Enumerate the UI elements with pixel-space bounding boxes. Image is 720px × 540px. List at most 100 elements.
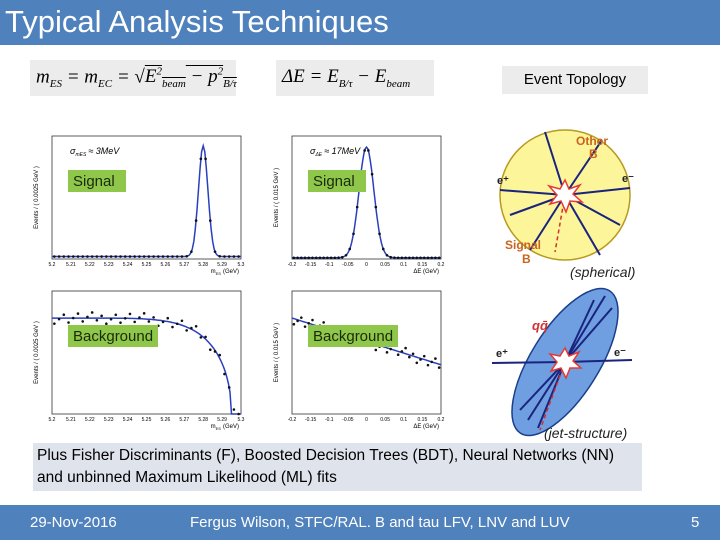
data-point: [223, 372, 226, 376]
data-point: [352, 232, 355, 236]
data-point: [370, 172, 374, 176]
data-point: [123, 316, 127, 320]
data-point: [171, 255, 174, 258]
data-point: [161, 255, 165, 258]
note: Plus Fisher Discriminants (F), Boosted D…: [33, 443, 642, 491]
x-tick-label: 0.2: [438, 262, 445, 268]
data-point: [237, 255, 240, 258]
data-point: [166, 316, 170, 320]
data-point: [415, 361, 419, 365]
plot: -0.2 -0.15 -0.1 -0.05 0 0.05 0.1 0.15 0.2ΔE (GeV…: [270, 285, 445, 430]
data-point: [204, 335, 207, 339]
plot-frame: [51, 135, 242, 260]
y-axis-label: Events / ( 0.015 GeV ): [274, 168, 280, 227]
data-point: [194, 219, 198, 222]
plot: 5.2 5.21 5.22 5.23 5.24 5.25 5.26 5.27 5.28 5.29 5…: [30, 130, 245, 276]
data-point: [232, 408, 236, 411]
data-point: [105, 322, 108, 325]
x-tick-label: 5.2: [49, 417, 56, 423]
f-part: E: [144, 66, 157, 88]
data-point: [311, 256, 314, 260]
caption: (jet-structure): [544, 425, 627, 441]
f-part: beam: [161, 78, 186, 91]
data-point: [142, 255, 146, 258]
f-part: − E: [352, 66, 387, 87]
plot-label: Background: [313, 328, 393, 345]
data-point: [76, 312, 80, 315]
x-tick-label: 5.24: [123, 262, 133, 268]
data-point: [237, 412, 240, 416]
data-point: [199, 336, 203, 339]
data-point: [53, 255, 56, 258]
f-part: EC: [98, 78, 113, 91]
label-box: [308, 325, 398, 347]
data-point: [434, 256, 437, 260]
data-point: [90, 255, 94, 258]
x-tick-label: 5.24: [123, 417, 133, 423]
data-point: [213, 350, 217, 353]
data-point: [378, 232, 381, 236]
plot-frame: [291, 290, 442, 415]
f-part: ΔE = E: [282, 66, 339, 87]
data-point: [157, 255, 160, 258]
data-point: [303, 256, 307, 260]
x-axis-label: ΔE (GeV): [413, 424, 439, 430]
data-point: [208, 348, 212, 352]
y-axis-label: Events / ( 0.015 GeV ): [274, 323, 280, 382]
data-point: [62, 255, 66, 258]
data-point: [340, 255, 344, 259]
x-tick-label: 5.22: [85, 262, 95, 268]
x-tick-label: -0.1: [325, 262, 334, 268]
data-point: [71, 255, 75, 258]
data-point: [53, 322, 56, 325]
data-point: [100, 255, 103, 258]
plot-bg: [30, 285, 245, 430]
data-point: [404, 256, 407, 260]
x-tick-label: 5.29: [217, 262, 227, 268]
x-tick-label: 5.25: [142, 417, 152, 423]
data-point: [190, 326, 193, 330]
data-point: [296, 256, 299, 260]
label: B: [522, 252, 531, 266]
x-label-part: (GeV): [223, 269, 239, 275]
data-point: [296, 319, 299, 323]
data-point: [71, 316, 75, 320]
data-point: [171, 325, 174, 329]
data-point: [307, 256, 311, 260]
data-point: [152, 316, 155, 319]
topology-title: Event Topology: [502, 66, 648, 94]
data-point: [138, 316, 141, 319]
x-tick-label: 0.1: [400, 417, 407, 423]
x-tick-label: 5.2: [49, 262, 56, 268]
x-tick-label: 5.28: [198, 417, 208, 423]
x-tick-label: 0.05: [380, 417, 390, 423]
data-point: [363, 149, 366, 152]
data-point: [213, 250, 217, 253]
label: e⁻: [622, 173, 634, 185]
x-tick-label: -0.15: [305, 417, 317, 423]
data-point: [411, 352, 415, 356]
data-point: [422, 354, 426, 358]
res-part: ≈ 17MeV: [324, 146, 361, 156]
x-tick-label: 0.15: [418, 417, 428, 423]
data-point: [138, 255, 141, 258]
data-point: [109, 255, 113, 258]
data-point: [114, 255, 118, 258]
f-part: ES: [49, 78, 62, 91]
data-point: [400, 256, 404, 260]
x-axis-label: mES (GeV): [211, 424, 239, 431]
data-point: [374, 348, 378, 352]
data-point: [437, 256, 441, 260]
x-axis-label: ΔE (GeV): [413, 269, 439, 275]
data-point: [434, 357, 437, 360]
data-point: [415, 256, 419, 260]
formula: mES = mEC = √E2beam − p2B/τ: [30, 60, 237, 97]
data-point: [119, 255, 122, 258]
y-axis-label: Events / ( 0.0025 GeV ): [34, 166, 40, 229]
data-point: [57, 317, 61, 321]
x-tick-label: -0.05: [342, 417, 354, 423]
label: e⁺: [497, 175, 509, 187]
data-point: [218, 353, 222, 357]
x-tick-label: 0: [365, 417, 368, 423]
